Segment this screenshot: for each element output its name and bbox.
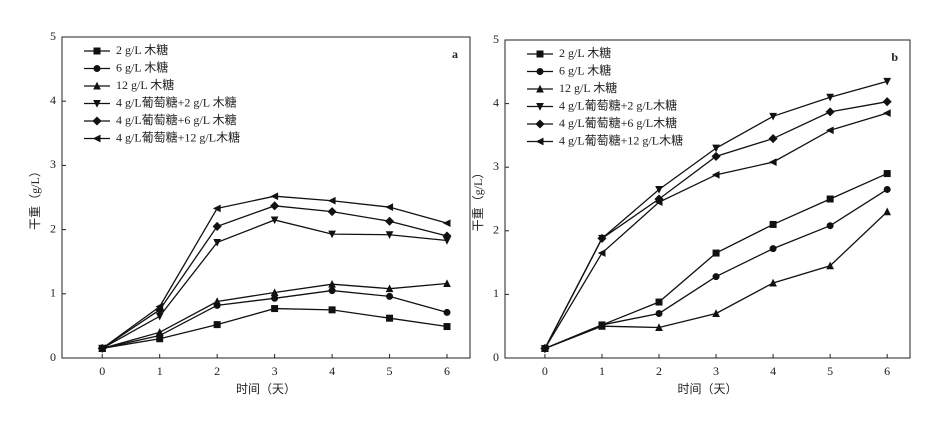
series-line (102, 220, 447, 348)
data-point (713, 250, 720, 257)
data-point (329, 287, 336, 294)
x-tick-label: 0 (542, 364, 548, 378)
data-point (712, 171, 720, 179)
y-tick-label: 0 (50, 350, 56, 364)
x-tick-label: 0 (99, 364, 105, 378)
data-point (214, 321, 221, 328)
legend-marker (537, 68, 544, 75)
x-tick-label: 6 (884, 364, 890, 378)
data-point (770, 221, 777, 228)
y-axis-label: 干重（g/L） (28, 165, 42, 230)
legend-label: 4 g/L葡萄糖+6 g/L木糖 (559, 115, 677, 130)
data-point (270, 201, 279, 210)
data-point (770, 245, 777, 252)
x-tick-label: 1 (599, 364, 605, 378)
data-point (271, 305, 278, 312)
x-tick-label: 1 (157, 364, 163, 378)
data-point (769, 158, 777, 166)
data-point (213, 222, 222, 231)
x-tick-label: 3 (713, 364, 719, 378)
x-tick-label: 5 (827, 364, 833, 378)
y-tick-label: 5 (493, 32, 499, 46)
legend-label: 12 g/L 木糖 (116, 77, 174, 92)
data-point (328, 207, 337, 216)
y-tick-label: 1 (493, 286, 499, 300)
panel-label: a (452, 47, 458, 61)
data-point (270, 192, 278, 200)
data-point (442, 231, 451, 240)
x-tick-label: 2 (656, 364, 662, 378)
x-tick-label: 4 (770, 364, 776, 378)
data-point (213, 205, 221, 213)
legend-label: 6 g/L 木糖 (559, 62, 611, 77)
legend-marker (536, 138, 544, 146)
data-point (884, 170, 891, 177)
data-point (884, 186, 891, 193)
data-point (385, 217, 394, 226)
series-line (102, 206, 447, 349)
y-tick-label: 2 (493, 223, 499, 237)
data-point (385, 203, 393, 211)
y-tick-label: 5 (50, 29, 56, 43)
y-tick-label: 1 (50, 286, 56, 300)
legend-marker (94, 48, 101, 55)
data-point (826, 126, 834, 134)
x-tick-label: 3 (272, 364, 278, 378)
legend-label: 4 g/L葡萄糖+12 g/L木糖 (559, 132, 683, 147)
legend-marker (92, 116, 101, 125)
legend-marker (537, 51, 544, 58)
y-tick-label: 2 (50, 221, 56, 235)
data-point (712, 145, 720, 153)
legend-label: 4 g/L葡萄糖+2 g/L 木糖 (116, 94, 237, 109)
data-point (883, 208, 891, 216)
data-point (386, 315, 393, 322)
legend-label: 4 g/L葡萄糖+2 g/L木糖 (559, 97, 677, 112)
legend-label: 2 g/L 木糖 (559, 45, 611, 60)
data-point (328, 197, 336, 205)
legend-marker (94, 65, 101, 72)
data-point (827, 196, 834, 203)
data-point (769, 134, 778, 143)
series-line (102, 309, 447, 349)
data-point (329, 306, 336, 313)
x-tick-label: 6 (444, 364, 450, 378)
data-point (444, 309, 451, 316)
data-point (444, 323, 451, 330)
data-point (656, 299, 663, 306)
legend-label: 4 g/L葡萄糖+12 g/L木糖 (116, 129, 240, 144)
data-point (443, 219, 451, 227)
x-axis-label: 时间（天） (677, 382, 737, 396)
legend-label: 2 g/L 木糖 (116, 42, 168, 57)
data-point (712, 309, 720, 317)
data-point (769, 113, 777, 121)
data-point (826, 107, 835, 116)
data-point (656, 310, 663, 317)
legend-label: 6 g/L 木糖 (116, 59, 168, 74)
y-tick-label: 4 (50, 93, 56, 107)
data-point (598, 249, 606, 257)
legend-marker (535, 119, 544, 128)
data-point (883, 109, 891, 117)
series-line (545, 189, 887, 348)
data-point (156, 328, 164, 336)
data-point (713, 273, 720, 280)
x-tick-label: 2 (214, 364, 220, 378)
legend-marker (93, 135, 101, 143)
data-point (883, 97, 892, 106)
panel-label: b (891, 50, 898, 64)
x-tick-label: 4 (329, 364, 335, 378)
y-tick-label: 4 (493, 95, 499, 109)
legend-label: 4 g/L葡萄糖+6 g/L 木糖 (116, 112, 237, 127)
data-point (827, 222, 834, 229)
y-tick-label: 0 (493, 350, 499, 364)
y-axis-label: 干重（g/L） (471, 167, 485, 232)
y-tick-label: 3 (493, 159, 499, 173)
x-tick-label: 5 (387, 364, 393, 378)
x-axis-label: 时间（天） (236, 382, 296, 396)
legend-label: 12 g/L 木糖 (559, 80, 617, 95)
y-tick-label: 3 (50, 157, 56, 171)
data-point (386, 293, 393, 300)
